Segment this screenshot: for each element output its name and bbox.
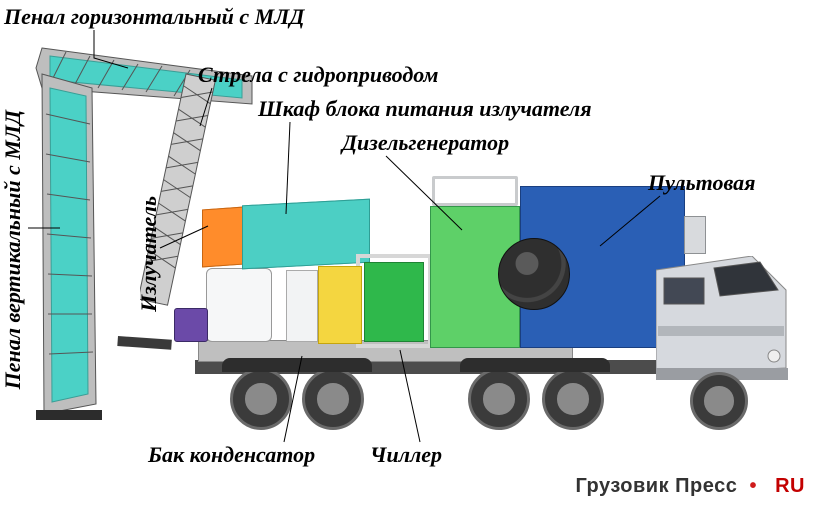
diesel-rack <box>432 176 518 206</box>
ac-unit <box>684 216 706 254</box>
mudguard-a <box>222 358 372 372</box>
label-control-room: Пультовая <box>648 170 755 196</box>
truck <box>150 160 800 460</box>
wheel-4 <box>542 368 604 430</box>
condenser-yellow <box>318 266 362 344</box>
wheel-2 <box>302 368 364 430</box>
label-vertical-pencil: Пенал вертикальный с МЛД <box>0 110 26 389</box>
spare-tire <box>498 238 570 310</box>
diagram-stage: Пенал горизонтальный с МЛД Стрела с гидр… <box>0 0 819 508</box>
white-box-a <box>286 270 318 342</box>
label-psu-cabinet: Шкаф блока питания излучателя <box>258 96 592 122</box>
wheel-3 <box>468 368 530 430</box>
label-condenser-tank: Бак конденсатор <box>148 442 315 468</box>
watermark-bullet: • <box>743 475 763 497</box>
mudguard-b <box>460 358 610 372</box>
label-horizontal-pencil: Пенал горизонтальный с МЛД <box>4 4 304 30</box>
label-chiller: Чиллер <box>370 442 442 468</box>
label-boom: Стрела с гидроприводом <box>198 62 439 88</box>
hydraulic-unit <box>174 308 208 342</box>
wheel-front <box>690 372 748 430</box>
psu-cabinet <box>242 199 370 270</box>
chiller-box <box>364 262 424 342</box>
emitter-box <box>202 207 244 268</box>
crane-base <box>206 268 272 342</box>
watermark: Грузовик Пресс • RU <box>575 475 805 498</box>
wheel-1 <box>230 368 292 430</box>
label-diesel-generator: Дизельгенератор <box>342 130 509 156</box>
label-emitter: Излучатель <box>136 196 162 312</box>
watermark-main: Грузовик Пресс <box>575 475 737 497</box>
watermark-suffix: RU <box>769 475 805 497</box>
